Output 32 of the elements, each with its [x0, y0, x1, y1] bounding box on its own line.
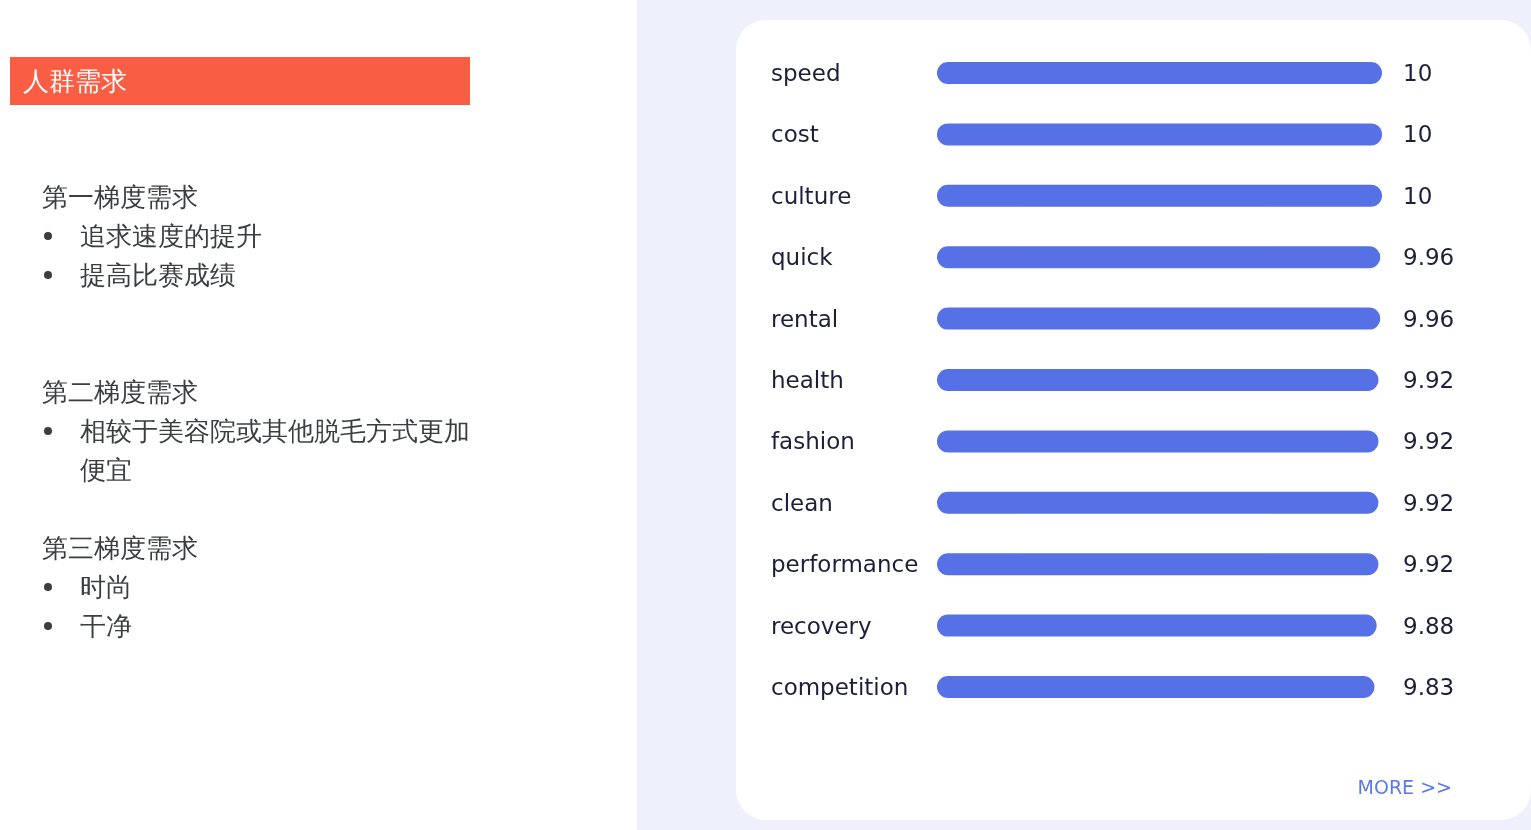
data-label: 9.88 — [1403, 612, 1455, 639]
data-label: 10 — [1403, 121, 1433, 148]
category-label: fashion — [771, 428, 855, 455]
data-label: 9.96 — [1403, 244, 1455, 271]
category-label: rental — [771, 305, 839, 332]
data-label: 9.92 — [1403, 551, 1455, 578]
data-label: 10 — [1403, 60, 1433, 86]
category-label: performance — [771, 551, 919, 578]
title: 人群需求 — [23, 65, 127, 98]
data-label: 9.92 — [1403, 367, 1455, 393]
annotation: 提高比赛成绩 — [80, 259, 236, 292]
annotation: MORE >> — [1357, 776, 1452, 798]
category-label: clean — [771, 489, 833, 516]
data-label: 9.92 — [1403, 489, 1455, 516]
data-label: 9.83 — [1403, 674, 1455, 700]
title: 第一梯度需求 — [42, 181, 198, 214]
title: 第二梯度需求 — [42, 376, 198, 409]
category-label: cost — [771, 121, 819, 148]
category-label: competition — [771, 674, 909, 700]
category-label: quick — [771, 244, 833, 271]
annotation: 相较于美容院或其他脱毛方式更加便宜 — [80, 415, 471, 487]
annotation: 追求速度的提升 — [80, 220, 262, 253]
category-label: speed — [771, 60, 841, 86]
category-label: health — [771, 367, 844, 393]
data-label: 10 — [1403, 182, 1433, 209]
annotation: 干净 — [80, 610, 132, 643]
data-label: 9.96 — [1403, 305, 1455, 332]
annotation: 时尚 — [80, 571, 132, 604]
category-label: recovery — [771, 612, 872, 639]
data-label: 9.92 — [1403, 428, 1455, 455]
category-label: culture — [771, 182, 852, 209]
title: 第三梯度需求 — [42, 532, 198, 565]
